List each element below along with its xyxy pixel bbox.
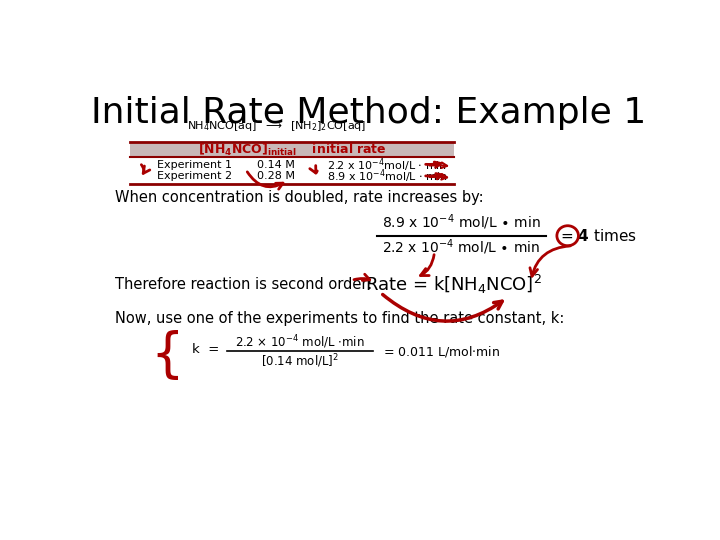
FancyArrowPatch shape	[530, 246, 570, 276]
Text: 8.9 x 10$^{-4}$mol/L $\cdot$ min: 8.9 x 10$^{-4}$mol/L $\cdot$ min	[327, 167, 447, 185]
Bar	[130, 142, 454, 157]
Text: 0.28 M: 0.28 M	[257, 172, 295, 181]
Text: 2.2 x 10$^{-4}$mol/L $\cdot$ min: 2.2 x 10$^{-4}$mol/L $\cdot$ min	[327, 156, 446, 174]
FancyArrowPatch shape	[310, 166, 318, 173]
FancyArrowPatch shape	[420, 255, 434, 275]
Text: NH$_4$NCO[aq]  $\longrightarrow$  [NH$_2$]$_2$CO[aq]: NH$_4$NCO[aq] $\longrightarrow$ [NH$_2$]…	[187, 119, 366, 133]
Text: 8.9 x 10$^{-4}$ mol/L $\bullet$ min: 8.9 x 10$^{-4}$ mol/L $\bullet$ min	[382, 213, 541, 232]
FancyArrowPatch shape	[141, 165, 150, 173]
Text: Therefore reaction is second order:: Therefore reaction is second order:	[115, 276, 372, 292]
Text: 0.14 M: 0.14 M	[257, 160, 295, 170]
Text: = 0.011 L/mol$\cdot$min: = 0.011 L/mol$\cdot$min	[383, 344, 500, 359]
Text: 2.2 $\times$ 10$^{-4}$ mol/L $\cdot$min: 2.2 $\times$ 10$^{-4}$ mol/L $\cdot$min	[235, 333, 364, 351]
Text: $\mathbf{[NH_4NCO]_{initial}}$    $\mathbf{initial\ rate}$: $\mathbf{[NH_4NCO]_{initial}}$ $\mathbf{…	[197, 141, 387, 158]
Text: Experiment 1: Experiment 1	[157, 160, 233, 170]
Text: k  =: k =	[192, 343, 219, 356]
Text: When concentration is doubled, rate increases by:: When concentration is doubled, rate incr…	[115, 190, 484, 205]
FancyArrowPatch shape	[382, 294, 502, 321]
Text: = $\mathbf{4}$ times: = $\mathbf{4}$ times	[560, 228, 636, 244]
Text: 2.2 x 10$^{-4}$ mol/L $\bullet$ min: 2.2 x 10$^{-4}$ mol/L $\bullet$ min	[382, 238, 541, 257]
Text: $\{$: $\{$	[150, 328, 179, 382]
Text: Experiment 2: Experiment 2	[157, 172, 233, 181]
Text: Now, use one of the experiments to find the rate constant, k:: Now, use one of the experiments to find …	[115, 312, 564, 326]
FancyArrowPatch shape	[247, 172, 283, 189]
Text: Initial Rate Method: Example 1: Initial Rate Method: Example 1	[91, 96, 647, 130]
FancyArrowPatch shape	[354, 274, 369, 280]
Text: Rate = k[NH$_4$NCO]$^2$: Rate = k[NH$_4$NCO]$^2$	[365, 273, 542, 296]
Text: [0.14 mol/L]$^2$: [0.14 mol/L]$^2$	[261, 353, 338, 370]
